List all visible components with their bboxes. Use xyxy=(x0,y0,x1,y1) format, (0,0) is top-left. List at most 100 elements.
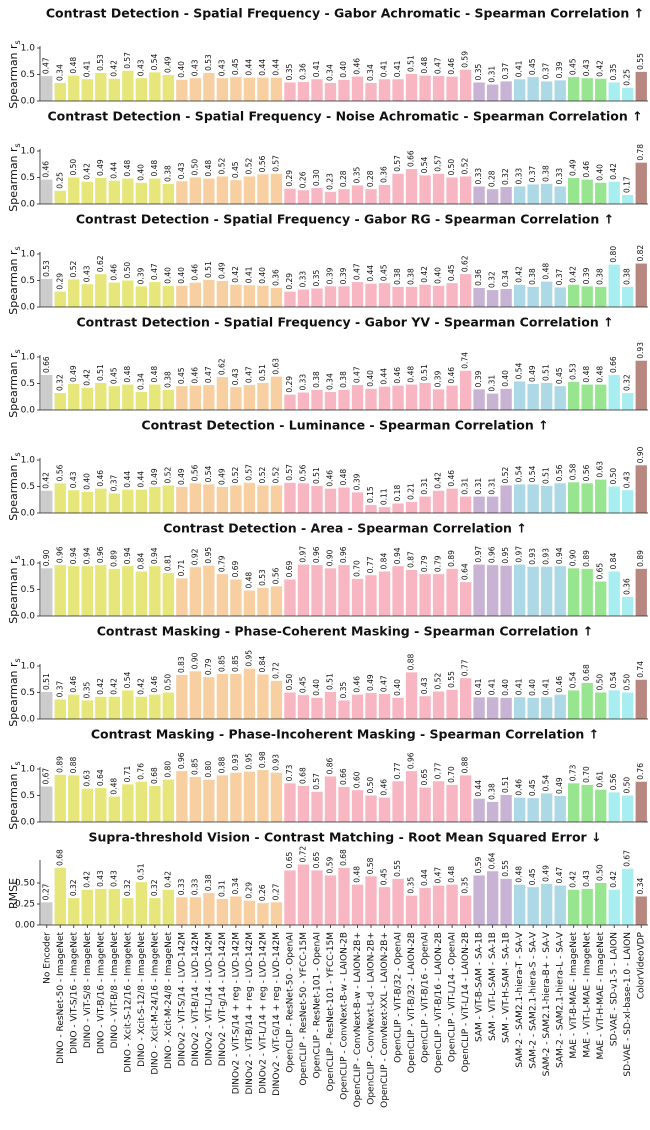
bar xyxy=(432,389,445,410)
bar xyxy=(162,183,175,204)
bar xyxy=(68,490,80,513)
bar xyxy=(243,482,256,513)
value-label: 0.34 xyxy=(366,64,375,81)
bar xyxy=(81,491,93,513)
bar xyxy=(568,690,580,719)
bar xyxy=(149,898,161,925)
bar xyxy=(608,690,620,719)
value-label: 0.49 xyxy=(528,365,537,382)
bar xyxy=(513,284,526,307)
x-tick-label: SD-VAE - SD-xl-base-1.0 - LAION xyxy=(623,932,633,1077)
x-tick-label: SAM-2 - SAM2.1-hiera-L - SA-V xyxy=(556,931,566,1068)
bar xyxy=(635,465,647,513)
bar xyxy=(392,697,404,719)
value-label: 0.54 xyxy=(515,362,524,379)
chart-title: Contrast Detection - Spatial Frequency -… xyxy=(47,109,642,124)
value-label: 0.49 xyxy=(366,674,375,691)
value-label: 0.38 xyxy=(407,268,416,285)
bar xyxy=(459,678,472,719)
value-label: 0.90 xyxy=(569,549,578,566)
value-label: 0.93 xyxy=(231,754,240,771)
value-label: 0.97 xyxy=(515,546,524,563)
bar xyxy=(459,274,472,307)
bar xyxy=(176,675,188,719)
bar xyxy=(527,887,539,925)
bar xyxy=(527,484,539,513)
value-label: 0.37 xyxy=(555,268,564,285)
value-label: 0.39 xyxy=(353,473,362,490)
value-label: 0.54 xyxy=(150,53,159,70)
bar xyxy=(297,190,310,204)
bar xyxy=(149,566,161,616)
value-label: 0.51 xyxy=(542,364,551,381)
value-label: 0.77 xyxy=(366,556,375,573)
value-label: 0.46 xyxy=(447,470,456,487)
bar xyxy=(68,177,80,204)
bar xyxy=(405,384,418,410)
value-label: 0.41 xyxy=(474,678,483,695)
value-label: 0.46 xyxy=(380,779,389,796)
value-label: 0.51 xyxy=(542,467,551,484)
bar xyxy=(378,386,391,410)
value-label: 0.36 xyxy=(271,269,280,286)
value-label: 0.77 xyxy=(393,762,402,779)
value-label: 0.64 xyxy=(461,563,470,580)
value-label: 0.41 xyxy=(515,678,524,695)
value-label: 0.76 xyxy=(136,763,145,780)
bar xyxy=(230,673,242,719)
bar xyxy=(108,493,120,513)
value-label: 0.15 xyxy=(366,486,375,503)
value-label: 0.35 xyxy=(609,64,618,81)
bar xyxy=(203,385,215,410)
value-label: 0.49 xyxy=(150,468,159,485)
bar xyxy=(378,887,391,925)
value-label: 0.65 xyxy=(285,851,294,868)
bar xyxy=(176,487,188,513)
bar xyxy=(635,162,647,204)
value-label: 0.33 xyxy=(474,168,483,185)
value-label: 0.71 xyxy=(177,559,186,576)
bar xyxy=(635,896,647,925)
value-label: 0.89 xyxy=(55,756,64,773)
bar xyxy=(41,902,53,925)
value-label: 0.44 xyxy=(271,59,280,76)
value-label: 0.32 xyxy=(69,879,78,896)
bar xyxy=(378,797,391,822)
bar xyxy=(419,496,431,513)
y-tick-label: 0.0 xyxy=(21,303,36,313)
bar xyxy=(419,284,431,307)
value-label: 0.26 xyxy=(258,884,267,901)
value-label: 0.36 xyxy=(380,166,389,183)
value-label: 0.68 xyxy=(55,849,64,866)
bar xyxy=(338,700,350,719)
bar xyxy=(486,84,499,101)
bar xyxy=(595,581,607,616)
value-label: 0.36 xyxy=(474,269,483,286)
value-label: 0.77 xyxy=(461,659,470,676)
value-label: 0.94 xyxy=(150,547,159,564)
bar xyxy=(54,867,66,925)
value-label: 0.48 xyxy=(447,866,456,883)
value-label: 0.35 xyxy=(353,167,362,184)
bar xyxy=(365,795,377,822)
bar xyxy=(351,385,364,410)
bar xyxy=(486,801,499,822)
value-label: 0.64 xyxy=(96,769,105,786)
bar xyxy=(311,565,323,616)
bar xyxy=(176,771,188,822)
value-label: 0.38 xyxy=(312,371,321,388)
bar xyxy=(162,75,175,101)
bar xyxy=(230,485,242,513)
value-label: 0.67 xyxy=(623,850,632,867)
bar xyxy=(257,674,269,719)
bar xyxy=(162,889,175,925)
value-label: 0.43 xyxy=(96,870,105,887)
value-label: 0.50 xyxy=(623,674,632,691)
value-label: 0.46 xyxy=(190,264,199,281)
bar xyxy=(284,394,296,410)
y-axis-label: Spearman rs xyxy=(7,246,22,314)
bar xyxy=(608,264,620,307)
value-label: 0.93 xyxy=(271,754,280,771)
bar xyxy=(297,81,310,101)
bar xyxy=(41,691,53,719)
